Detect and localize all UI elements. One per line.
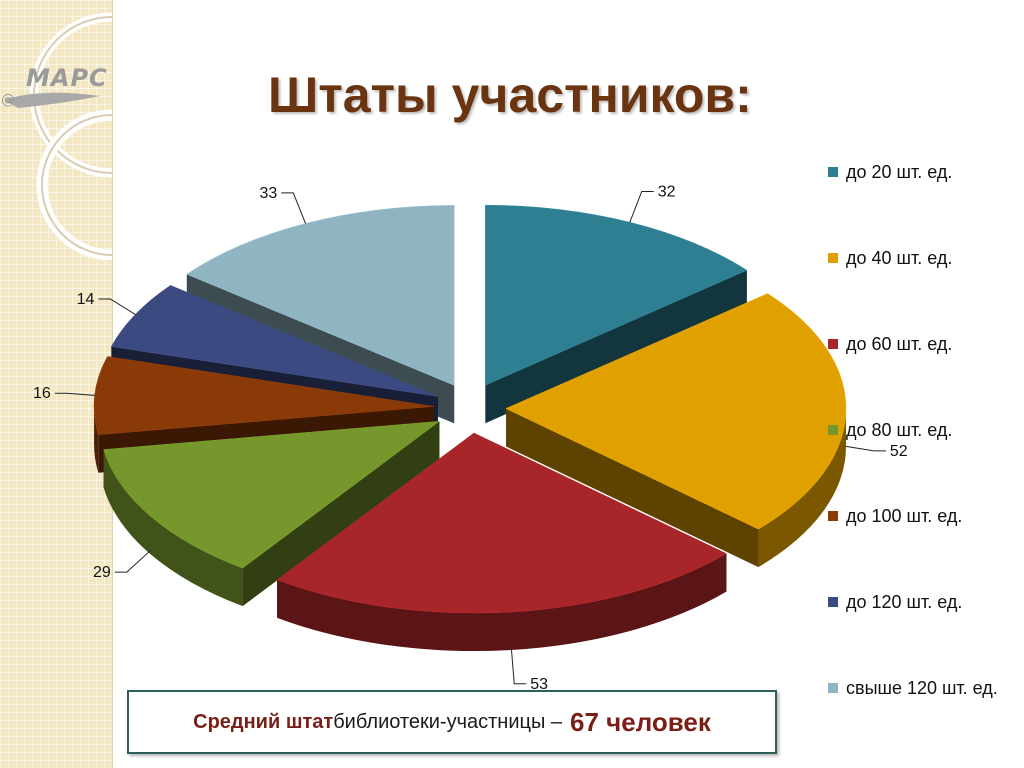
legend-label: свыше 120 шт. ед.	[846, 678, 998, 698]
legend-label: до 80 шт. ед.	[846, 420, 953, 440]
leader-line	[98, 298, 136, 315]
note-emphasis: Средний штат	[193, 710, 334, 733]
legend-swatch	[828, 167, 838, 177]
note-text: библиотеки-участницы –	[333, 710, 562, 733]
leader-line	[510, 646, 527, 685]
leader-line	[281, 192, 306, 224]
chart-legend: до 20 шт. ед. до 40 шт. ед. до 60 шт. ед. д…	[826, 160, 1016, 762]
legend-item: до 80 шт. ед.	[826, 418, 1016, 504]
data-label-7: 33	[259, 185, 277, 202]
note-value: 67 человек	[570, 706, 711, 737]
legend-item: до 100 шт. ед.	[826, 504, 1016, 590]
pie-slice-2	[505, 293, 847, 568]
leader-line	[629, 190, 654, 223]
data-label-4: 29	[93, 564, 111, 581]
legend-label: до 120 шт. ед.	[846, 592, 963, 612]
logo: МАРС	[26, 64, 108, 92]
leader-line	[114, 550, 151, 573]
legend-swatch	[828, 425, 838, 435]
svg-text:@: @	[1, 92, 15, 108]
pie-slice-3	[276, 432, 727, 652]
legend-swatch	[828, 511, 838, 521]
data-label-1: 32	[658, 183, 676, 200]
leader-line	[845, 445, 886, 452]
data-label-2: 52	[890, 443, 908, 460]
legend-item: свыше 120 шт. ед.	[826, 676, 1016, 762]
logo-rings-icon: @	[1, 12, 112, 260]
legend-swatch	[828, 253, 838, 263]
legend-item: до 20 шт. ед.	[826, 160, 1016, 246]
legend-label: до 20 шт. ед.	[846, 162, 953, 182]
legend-item: до 120 шт. ед.	[826, 590, 1016, 676]
legend-item: до 60 шт. ед.	[826, 332, 1016, 418]
leader-line	[54, 392, 95, 396]
pie-slice-1	[485, 204, 748, 424]
legend-swatch	[828, 683, 838, 693]
pie-slice-4	[103, 420, 441, 607]
data-label-6: 14	[77, 291, 95, 308]
legend-item: до 40 шт. ед.	[826, 246, 1016, 332]
page-title: Штаты участников:	[268, 67, 752, 123]
data-label-5: 16	[33, 385, 51, 402]
legend-swatch	[828, 339, 838, 349]
legend-swatch	[828, 597, 838, 607]
summary-note: Средний штат библиотеки-участницы – 67 ч…	[127, 690, 777, 754]
legend-label: до 60 шт. ед.	[846, 334, 953, 354]
decorative-sidebar: @ МАРС	[0, 0, 113, 768]
data-label-3: 53	[530, 676, 548, 693]
legend-label: до 40 шт. ед.	[846, 248, 953, 268]
legend-label: до 100 шт. ед.	[846, 506, 963, 526]
